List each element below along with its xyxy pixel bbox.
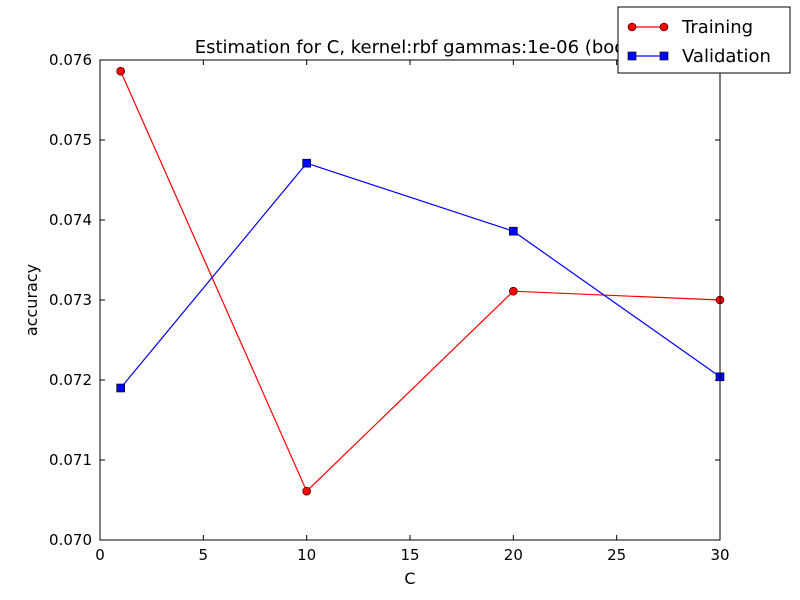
y-axis-label: accuracy bbox=[22, 264, 41, 336]
data-point-training bbox=[116, 66, 125, 76]
data-point-training bbox=[302, 486, 311, 496]
x-tick-label: 10 bbox=[297, 546, 316, 564]
legend-marker-validation bbox=[659, 51, 669, 61]
x-tick-label: 15 bbox=[400, 546, 419, 564]
series-lines bbox=[116, 66, 725, 496]
legend-label-training: Training bbox=[681, 17, 753, 38]
y-tick-label: 0.071 bbox=[49, 451, 92, 469]
y-tick-label: 0.073 bbox=[49, 291, 92, 309]
legend: Training Validation bbox=[617, 6, 791, 74]
x-tick-label: 20 bbox=[504, 546, 523, 564]
data-point-validation bbox=[509, 226, 518, 236]
series-line-training bbox=[120, 70, 721, 493]
data-point-training bbox=[509, 286, 518, 296]
legend-marker-validation bbox=[627, 51, 637, 61]
axes: 0 5 10 15 20 25 30 0.070 0.071 0.072 0.073 0.074 0.0… bbox=[49, 51, 730, 564]
x-tick-label: 0 bbox=[95, 546, 105, 564]
data-point-validation bbox=[302, 158, 311, 168]
x-tick-label: 5 bbox=[199, 546, 209, 564]
plot-frame bbox=[99, 59, 721, 541]
x-axis-label: C bbox=[404, 569, 415, 588]
data-point-validation bbox=[116, 383, 125, 393]
x-tick-label: 25 bbox=[607, 546, 626, 564]
legend-marker-training bbox=[659, 22, 669, 32]
legend-label-validation: Validation bbox=[682, 46, 771, 67]
series-line-validation bbox=[120, 162, 721, 389]
y-tick-label: 0.070 bbox=[49, 531, 92, 549]
y-tick-label: 0.072 bbox=[49, 371, 92, 389]
y-tick-label: 0.076 bbox=[49, 51, 92, 69]
x-tick-label: 30 bbox=[710, 546, 729, 564]
y-tick-label: 0.074 bbox=[49, 211, 92, 229]
legend-marker-training bbox=[627, 22, 637, 32]
legend-box bbox=[617, 6, 791, 74]
y-tick-label: 0.075 bbox=[49, 131, 92, 149]
chart-title: Estimation for C, kernel:rbf gammas:1e-0… bbox=[195, 37, 626, 58]
